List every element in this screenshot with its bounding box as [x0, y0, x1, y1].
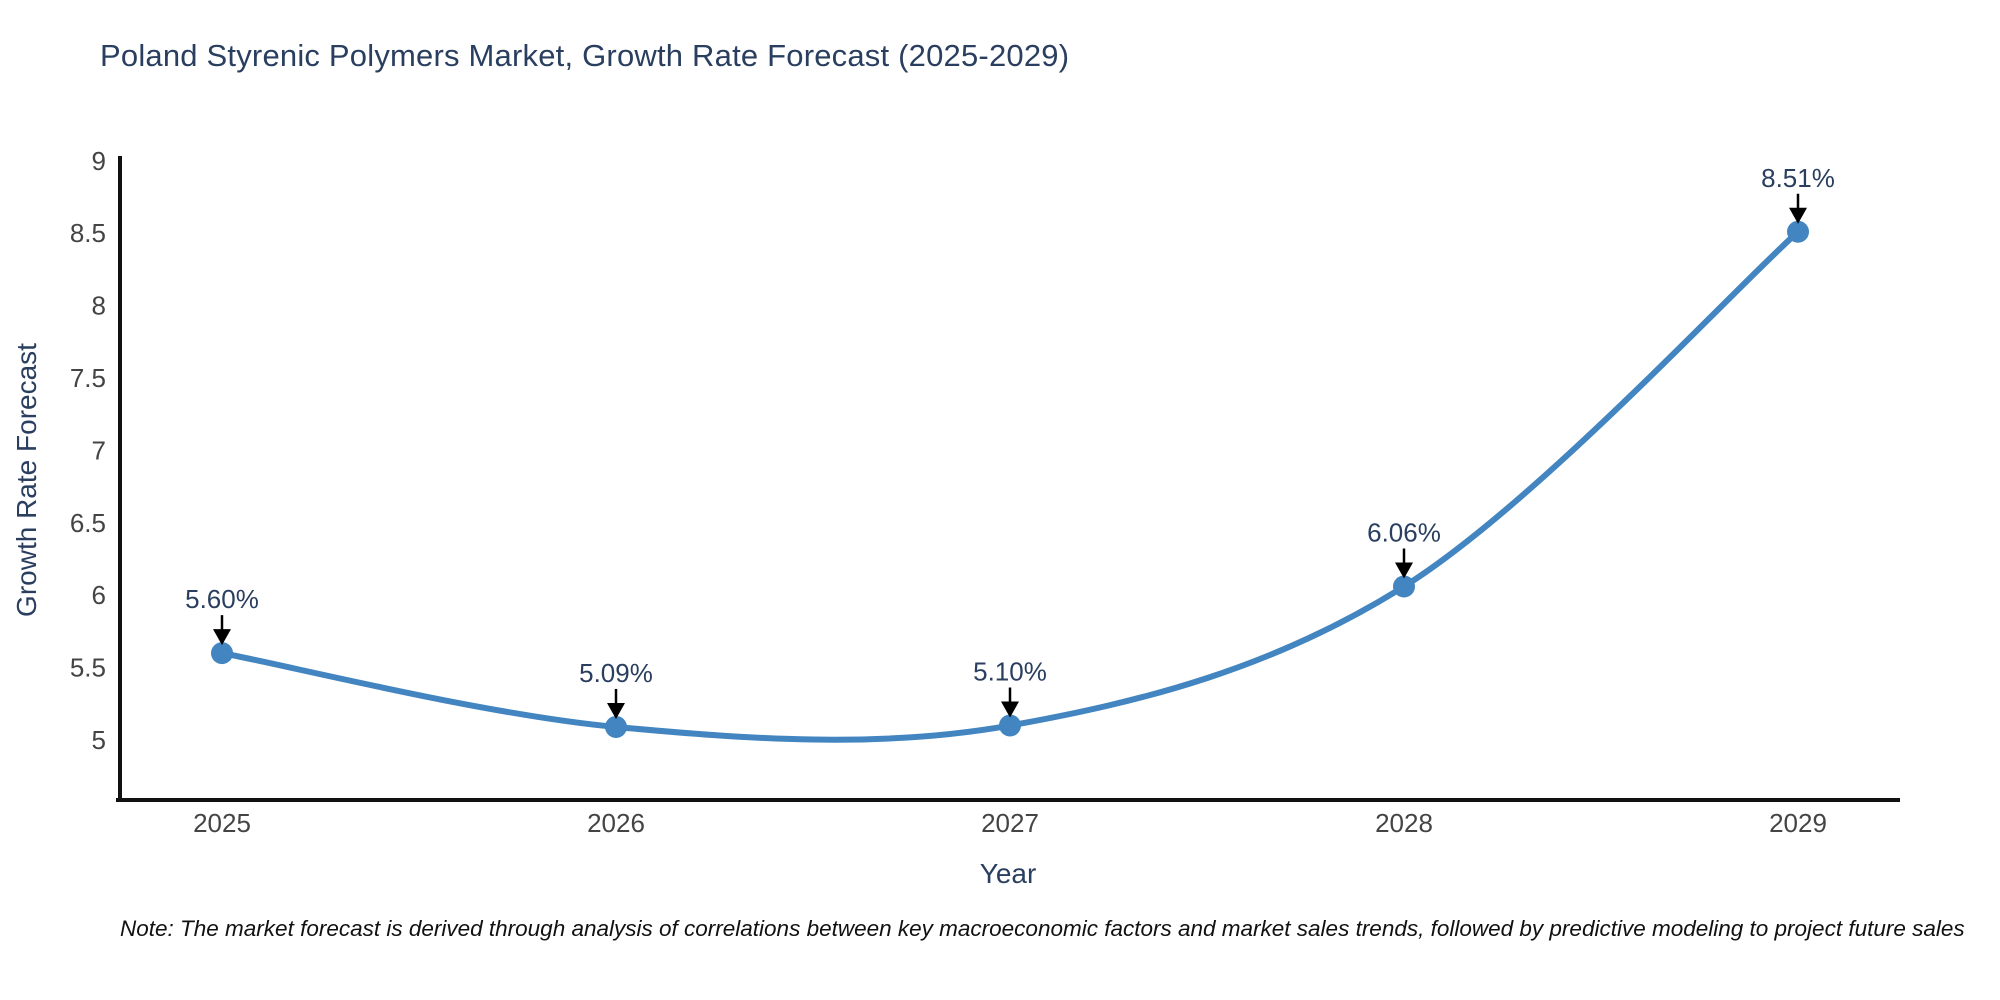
data-point-label: 6.06% — [1367, 518, 1441, 548]
x-tick-label: 2027 — [981, 808, 1039, 838]
y-tick-label: 5 — [92, 725, 106, 755]
data-point-label: 8.51% — [1761, 163, 1835, 193]
data-point-marker[interactable] — [999, 714, 1021, 737]
data-point-marker[interactable] — [1787, 220, 1809, 243]
data-point-marker[interactable] — [605, 715, 627, 738]
y-tick-label: 7.5 — [70, 363, 106, 393]
data-point-label: 5.10% — [973, 657, 1047, 687]
y-tick-label: 9 — [92, 146, 106, 176]
x-tick-label: 2029 — [1769, 808, 1827, 838]
data-point-marker[interactable] — [211, 642, 233, 665]
x-tick-label: 2025 — [193, 808, 251, 838]
annotation-arrowhead-icon — [213, 629, 231, 646]
y-tick-label: 7 — [92, 435, 106, 465]
y-tick-label: 5.5 — [70, 653, 106, 683]
annotation-arrowhead-icon — [607, 702, 625, 719]
annotation-arrowhead-icon — [1001, 701, 1019, 718]
y-tick-label: 8 — [92, 291, 106, 321]
annotation-arrowhead-icon — [1789, 207, 1807, 224]
data-point-marker[interactable] — [1393, 575, 1415, 598]
y-tick-label: 6 — [92, 580, 106, 610]
chart-title: Poland Styrenic Polymers Market, Growth … — [100, 38, 1070, 73]
x-tick-label: 2026 — [587, 808, 645, 838]
y-tick-label: 6.5 — [70, 508, 106, 538]
data-point-label: 5.09% — [579, 658, 653, 688]
forecast-spline-line — [219, 228, 1801, 743]
y-tick-label: 8.5 — [70, 218, 106, 248]
data-point-label: 5.60% — [185, 584, 259, 614]
annotation-arrowhead-icon — [1395, 562, 1413, 579]
footnote: Note: The market forecast is derived thr… — [120, 916, 1965, 941]
x-tick-label: 2028 — [1375, 808, 1433, 838]
x-axis-title: Year — [979, 858, 1037, 889]
